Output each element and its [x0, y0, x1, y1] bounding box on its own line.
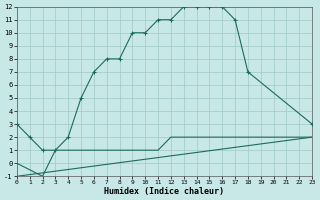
X-axis label: Humidex (Indice chaleur): Humidex (Indice chaleur) — [104, 187, 224, 196]
